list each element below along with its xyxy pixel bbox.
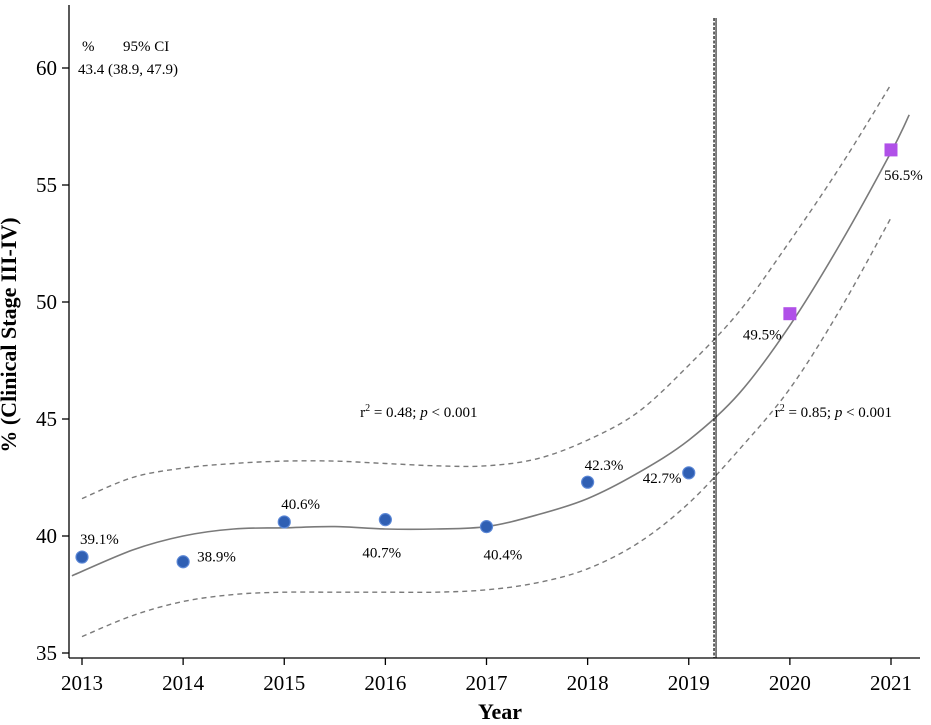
- data-point-2013: [75, 550, 89, 564]
- fit-curve: [71, 114, 910, 577]
- data-label-2013: 39.1%: [80, 532, 119, 548]
- legend-box: % 95% CI 43.4 (38.9, 47.9): [78, 39, 178, 78]
- data-point-2016: [378, 513, 392, 527]
- fit-stat-annotation-1: r2 = 0.48; p < 0.001: [360, 403, 477, 421]
- y-tick-label: 60: [36, 56, 57, 80]
- data-labels: 39.1% 38.9% 40.6% 40.7% 40.4% 42.3% 42.7% 49.5%…: [80, 168, 923, 566]
- y-tick-label: 45: [36, 407, 57, 431]
- x-tick-label: 2014: [162, 671, 205, 695]
- x-tick-label: 2021: [870, 671, 912, 695]
- data-points: [75, 143, 898, 569]
- data-point-2021: [884, 143, 898, 157]
- legend-header-pct: %: [82, 39, 95, 55]
- x-tick-label: 2015: [263, 671, 305, 695]
- data-label-2017: 40.4%: [484, 548, 523, 564]
- data-point-2017: [479, 520, 494, 534]
- breakpoint-line: [713, 18, 717, 658]
- y-tick-label: 40: [36, 524, 57, 548]
- annotations: r2 = 0.48; p < 0.001 r2 = 0.85; p < 0.001: [360, 403, 892, 421]
- legend-value: 43.4 (38.9, 47.9): [78, 62, 178, 78]
- y-tick-label: 50: [36, 290, 57, 314]
- ci-upper-line: [81, 84, 892, 500]
- x-tick-label: 2018: [567, 671, 609, 695]
- y-axis-ticks: 35 40 45 50 55 60: [36, 56, 69, 665]
- x-axis-title: Year: [478, 699, 522, 724]
- data-label-2021: 56.5%: [884, 168, 923, 184]
- y-axis-title: % (Clinical Stage III-IV): [0, 217, 21, 452]
- y-tick-label: 35: [36, 641, 57, 665]
- x-tick-label: 2013: [61, 671, 103, 695]
- ci-lower-line: [81, 217, 892, 638]
- plot-area: [68, 5, 920, 659]
- x-tick-label: 2019: [668, 671, 710, 695]
- data-point-2019: [682, 466, 696, 480]
- data-label-2016: 40.7%: [362, 546, 401, 562]
- data-label-2018: 42.3%: [585, 458, 624, 474]
- data-point-2014: [176, 555, 190, 569]
- data-label-2020: 49.5%: [743, 328, 782, 344]
- data-label-2014: 38.9%: [197, 550, 236, 566]
- data-point-2015: [277, 515, 291, 529]
- y-tick-label: 55: [36, 173, 57, 197]
- x-tick-label: 2020: [769, 671, 811, 695]
- x-axis-ticks: 2013 2014 2015 2016 2017 2018 2019 2020 2021: [61, 658, 912, 695]
- fit-stat-annotation-2: r2 = 0.85; p < 0.001: [775, 403, 892, 421]
- legend-header-ci: 95% CI: [123, 39, 169, 55]
- data-label-2015: 40.6%: [281, 497, 320, 513]
- x-tick-label: 2016: [364, 671, 406, 695]
- data-point-2018: [581, 475, 595, 489]
- data-point-2020: [783, 307, 797, 321]
- data-label-2019: 42.7%: [643, 471, 682, 487]
- x-tick-label: 2017: [466, 671, 508, 695]
